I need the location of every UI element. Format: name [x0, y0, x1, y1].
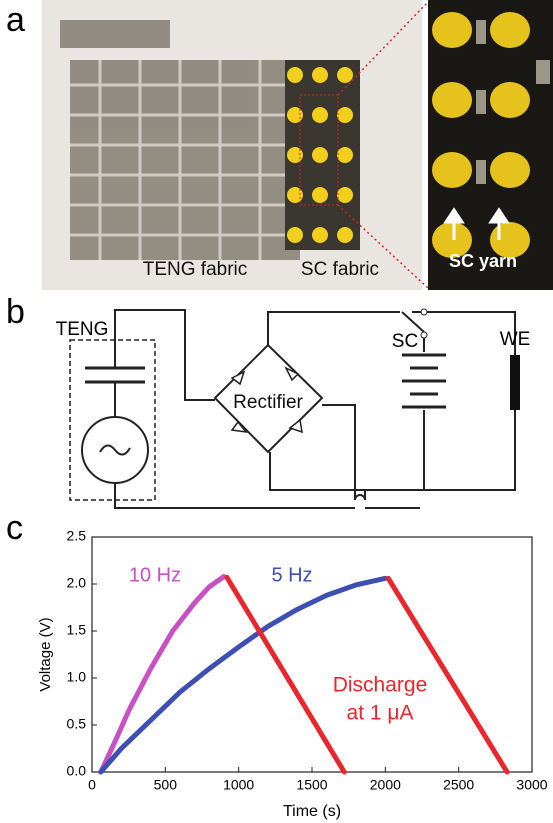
y-tick-label: 1.0: [67, 669, 87, 685]
y-tick-label: 2.0: [67, 575, 87, 591]
circuit-label: Rectifier: [233, 392, 303, 413]
photo-label: TENG fabric: [143, 259, 248, 280]
photo-label: SC fabric: [301, 259, 379, 280]
x-tick-label: 1000: [223, 777, 254, 793]
annotation: at 1 μA: [347, 702, 414, 725]
y-tick-label: 2.5: [67, 528, 87, 544]
annotation: Discharge: [333, 674, 428, 697]
circuit-label: SC: [392, 331, 418, 352]
chart: 0 500 1000 1500 2000 2500 3000 0.0 0.5 1.0 1.5 2.0 2…: [37, 528, 548, 821]
series-label: 10 Hz: [129, 564, 181, 586]
x-tick-label: 500: [154, 777, 178, 793]
figure: a: [0, 0, 553, 823]
x-tick-label: 1500: [296, 777, 327, 793]
x-tick-label: 3000: [516, 777, 547, 793]
panel-label: b: [6, 293, 25, 331]
circuit-label: TENG: [56, 319, 109, 340]
y-tick-label: 0.0: [67, 763, 87, 779]
photo: [42, 0, 553, 290]
y-tick-label: 0.5: [67, 716, 87, 732]
series-label: 5 Hz: [271, 564, 312, 586]
panel-label: a: [6, 1, 25, 39]
circuit-label: WE: [500, 329, 531, 350]
x-tick-label: 2500: [443, 777, 474, 793]
y-tick-label: 1.5: [67, 622, 87, 638]
y-axis-label: Voltage (V): [37, 617, 54, 691]
x-tick-label: 2000: [370, 777, 401, 793]
photo-label: SC yarn: [449, 251, 517, 271]
x-axis-label: Time (s): [283, 803, 341, 820]
panel-label: c: [6, 509, 23, 547]
x-tick-label: 0: [88, 777, 96, 793]
